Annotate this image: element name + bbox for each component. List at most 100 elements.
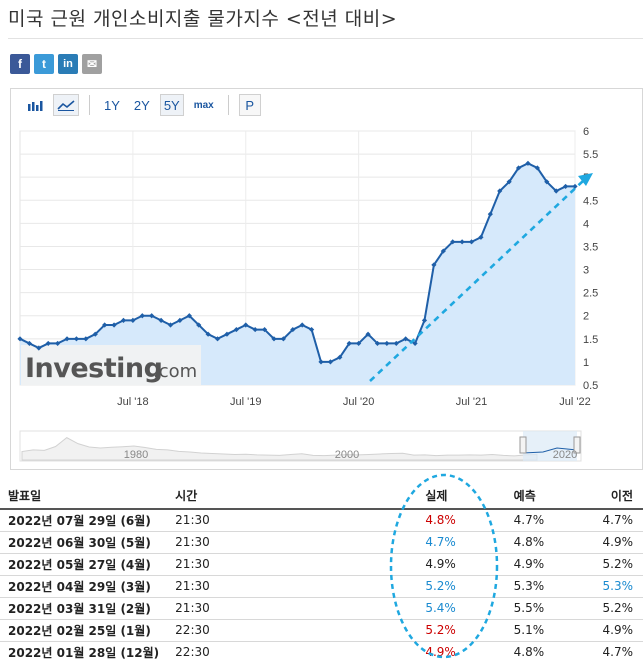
- data-point: [64, 336, 70, 342]
- table-row: 2022년 05월 27일 (4월) 21:30 4.9% 4.9% 5.2%: [0, 553, 643, 576]
- data-point: [337, 354, 343, 360]
- row-date: 2022년 04월 29일 (3월): [0, 575, 168, 598]
- range-5y-button[interactable]: 5Y: [159, 94, 184, 116]
- row-actual: 4.9%: [405, 641, 506, 660]
- data-point: [17, 336, 23, 342]
- y-tick-label: 4.5: [583, 195, 598, 207]
- row-time: 21:30: [167, 509, 406, 532]
- y-tick-label: 4: [583, 218, 589, 230]
- data-point: [468, 239, 475, 245]
- data-point: [318, 359, 324, 365]
- twitter-icon[interactable]: t: [34, 54, 54, 74]
- row-actual: 5.2%: [405, 575, 506, 598]
- data-point: [139, 313, 145, 319]
- table-body: 2022년 07월 29일 (6월) 21:30 4.8% 4.7% 4.7% 2022년…: [0, 509, 643, 660]
- data-point: [421, 317, 428, 323]
- data-point: [224, 331, 230, 337]
- navigator-selected-line: [522, 447, 578, 454]
- row-forecast: 4.8%: [505, 641, 579, 660]
- data-point: [384, 340, 390, 347]
- toolbar-separator: [227, 95, 229, 115]
- series-area: [20, 163, 575, 385]
- row-time: 21:30: [167, 597, 406, 620]
- share-bar: f t in ✉: [10, 54, 102, 74]
- row-forecast: 5.3%: [505, 575, 579, 598]
- y-tick-label: 5.5: [583, 149, 598, 161]
- navigator-label: 2020: [553, 449, 577, 461]
- data-point: [167, 322, 174, 328]
- x-tick-label: Jul '21: [456, 396, 487, 408]
- data-point: [205, 331, 211, 337]
- data-point: [149, 313, 155, 319]
- y-tick-label: 2: [583, 311, 589, 323]
- x-tick-label: Jul '19: [230, 396, 261, 408]
- header-time: 시간: [167, 482, 406, 510]
- data-point: [130, 317, 136, 323]
- data-point: [450, 239, 456, 245]
- row-forecast: 5.5%: [505, 597, 579, 620]
- history-table-area: 발표일 시간 실제 예측 이전 2022년 07월 29일 (6월) 21:30 4…: [0, 482, 643, 660]
- data-point: [356, 340, 362, 347]
- range-1y-button[interactable]: 1Y: [104, 97, 120, 113]
- facebook-icon[interactable]: f: [10, 54, 30, 74]
- data-point: [393, 340, 399, 347]
- row-forecast: 4.9%: [505, 553, 579, 576]
- data-point: [525, 160, 531, 166]
- header-forecast: 예측: [505, 482, 579, 510]
- data-point: [290, 326, 296, 333]
- navigator-label: 2000: [335, 449, 359, 461]
- row-time: 21:30: [167, 575, 406, 598]
- row-previous: 4.7%: [578, 641, 643, 660]
- y-tick-label: 6: [583, 126, 589, 138]
- row-previous: 5.2%: [578, 597, 643, 620]
- watermark-suffix: .com: [153, 361, 197, 382]
- table-row: 2022년 07월 29일 (6월) 21:30 4.8% 4.7% 4.7%: [0, 509, 643, 532]
- row-actual: 5.4%: [405, 597, 506, 620]
- row-previous: 5.3%: [578, 575, 643, 598]
- row-forecast: 4.7%: [505, 509, 579, 532]
- watermark-backdrop: [21, 345, 201, 385]
- data-point: [309, 326, 315, 333]
- table-row: 2022년 02월 25일 (1월) 22:30 5.2% 5.1% 4.9%: [0, 619, 643, 642]
- row-actual: 4.7%: [405, 531, 506, 554]
- range-max-button[interactable]: max: [193, 99, 214, 111]
- row-actual: 5.2%: [405, 619, 506, 642]
- header-previous: 이전: [578, 482, 643, 510]
- data-point: [412, 340, 418, 347]
- row-actual: 4.9%: [405, 553, 506, 576]
- bar-chart-icon[interactable]: [23, 94, 47, 116]
- row-time: 22:30: [167, 619, 406, 642]
- data-point: [365, 331, 371, 337]
- data-point: [431, 262, 437, 268]
- toolbar-separator: [89, 95, 90, 115]
- data-point: [497, 188, 503, 194]
- header-date: 발표일: [0, 482, 168, 510]
- popout-button[interactable]: P: [238, 94, 261, 116]
- history-table: 발표일 시간 실제 예측 이전 2022년 07월 29일 (6월) 21:30 4…: [0, 482, 643, 660]
- table-row: 2022년 03월 31일 (2월) 21:30 5.4% 5.5% 5.2%: [0, 597, 643, 620]
- data-point: [102, 322, 108, 328]
- trend-arrow-head: [578, 173, 593, 186]
- navigator-handle: [519, 436, 527, 454]
- row-date: 2022년 01월 28일 (12월): [0, 641, 168, 660]
- header-actual: 실제: [405, 482, 506, 510]
- line-chart-icon[interactable]: [53, 94, 79, 116]
- navigator-selection: [523, 431, 577, 461]
- trend-arrow-line: [369, 180, 584, 382]
- data-point: [478, 234, 484, 240]
- data-point: [572, 183, 578, 190]
- data-point: [196, 322, 202, 328]
- linkedin-icon[interactable]: in: [58, 54, 78, 74]
- investing-watermark: Investing.com: [21, 345, 201, 385]
- table-header-row: 발표일 시간 실제 예측 이전: [0, 482, 643, 510]
- x-tick-label: Jul '22: [559, 396, 590, 408]
- row-previous: 4.9%: [578, 619, 643, 642]
- watermark-brand: Investing: [25, 353, 162, 384]
- data-point: [92, 331, 98, 337]
- range-2y-button[interactable]: 2Y: [133, 97, 150, 113]
- y-tick-label: 0.5: [583, 380, 598, 392]
- data-point: [544, 179, 550, 185]
- email-icon[interactable]: ✉: [82, 54, 102, 74]
- row-date: 2022년 02월 25일 (1월): [0, 619, 168, 642]
